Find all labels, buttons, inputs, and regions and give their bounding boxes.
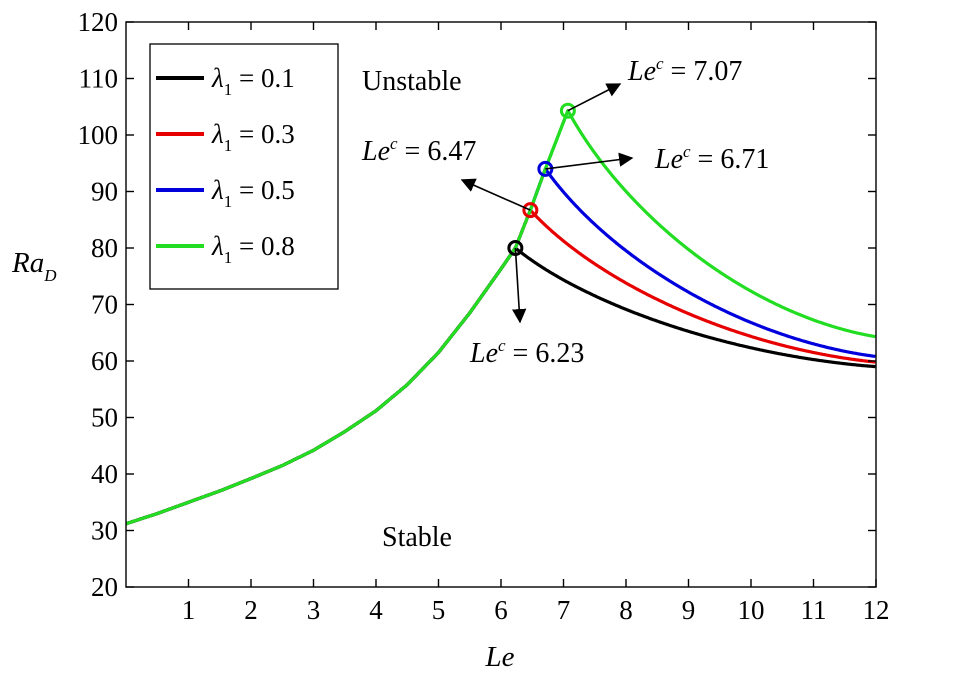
annotation-arrow-2	[460, 178, 531, 211]
x-tick-label-11: 11	[801, 595, 827, 625]
y-tick-label-60: 60	[91, 346, 118, 376]
legend-entry-2: λ1 = 0.3	[211, 119, 295, 155]
y-tick-label-120: 120	[78, 7, 119, 37]
axes-layer: 1 2 3 4 5 6 7 8 9 10 11 122030405060708090100110120…	[11, 7, 890, 673]
legend-box	[149, 43, 339, 290]
region-label-unstable: Unstable	[362, 66, 462, 97]
x-tick-label-5: 5	[432, 595, 446, 625]
annotation-label-1: Lec = 6.23	[469, 336, 584, 369]
critical-point-marker-2	[522, 202, 539, 219]
x-tick-label-3: 3	[307, 595, 321, 625]
y-tick-label-40: 40	[91, 459, 118, 489]
y-tick-label-70: 70	[91, 290, 118, 320]
region-label-stable: Stable	[382, 522, 452, 553]
y-axis-label: RaD	[11, 247, 57, 285]
x-tick-label-7: 7	[557, 595, 571, 625]
legend-equals: =	[232, 175, 261, 205]
legend-entry-4: λ1 = 0.8	[211, 231, 295, 267]
legend: λ1 = 0.1 λ1 = 0.3 λ1 = 0.5 λ1 = 0.8	[149, 43, 339, 290]
legend-entry-1: λ1 = 0.1	[211, 63, 295, 99]
annotation-label-3: Lec = 6.71	[654, 142, 769, 175]
series-layer	[125, 109, 876, 526]
x-tick-label-6: 6	[494, 595, 508, 625]
legend-equals: =	[232, 119, 261, 149]
x-axis-label: Le	[485, 641, 515, 673]
legend-equals: =	[232, 231, 261, 261]
y-tick-label-110: 110	[79, 64, 119, 94]
x-tick-label-2: 2	[244, 595, 258, 625]
y-tick-label-30: 30	[91, 516, 118, 546]
x-tick-label-8: 8	[619, 595, 633, 625]
y-tick-label-20: 20	[91, 572, 118, 602]
critical-point-marker-3	[537, 160, 554, 177]
legend-entry-3: λ1 = 0.5	[211, 175, 295, 211]
annotation-label-4: Lec = 7.07	[627, 54, 742, 87]
annotation-label-2: Lec = 6.47	[361, 134, 476, 167]
annotation-arrow-4	[567, 83, 622, 112]
critical-point-marker-4	[559, 102, 576, 119]
x-tick-label-10: 10	[738, 595, 765, 625]
stable-branch-line	[125, 111, 569, 526]
x-tick-label-1: 1	[182, 595, 196, 625]
annotation-arrow-3	[545, 152, 634, 170]
legend-equals: =	[232, 63, 261, 93]
x-tick-label-9: 9	[682, 595, 696, 625]
annotation-layer: Lec = 6.23 Lec = 6.47 Lec = 6.71 Lec = 7.07…	[361, 54, 769, 553]
y-tick-label-80: 80	[91, 233, 118, 263]
y-tick-label-50: 50	[91, 403, 118, 433]
y-tick-label-90: 90	[91, 177, 118, 207]
x-tick-label-12: 12	[863, 595, 890, 625]
annotation-arrow-1	[512, 247, 527, 324]
x-tick-label-4: 4	[369, 595, 383, 625]
y-tick-label-100: 100	[78, 120, 119, 150]
